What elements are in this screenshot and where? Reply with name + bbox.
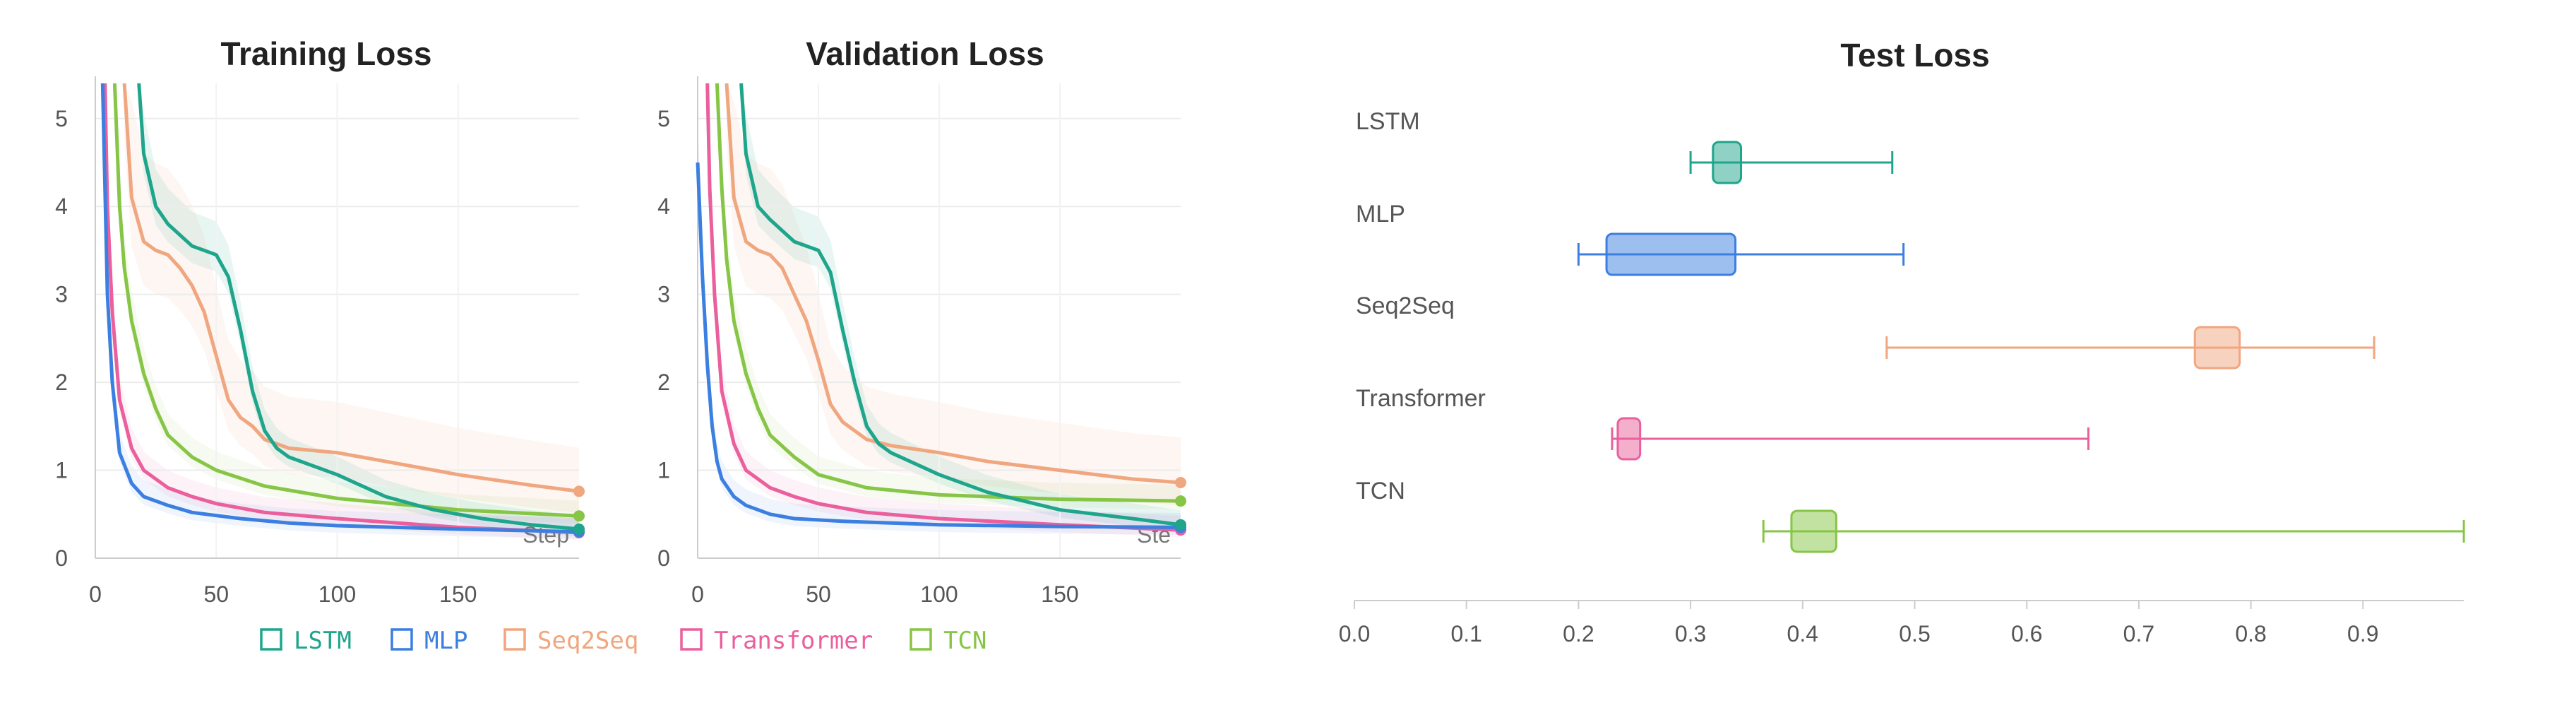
- training-band-mlp: [102, 83, 579, 539]
- test-loss-box-lstm: [1712, 141, 1743, 184]
- legend-swatch-lstm: [260, 628, 282, 651]
- validation-xtick-label: 0: [691, 581, 704, 607]
- training-line-mlp: [100, 83, 580, 534]
- legend-swatch-mlp: [390, 628, 413, 651]
- validation-ytick-label: 0: [657, 545, 670, 571]
- validation-xtick-label: 50: [806, 581, 831, 607]
- validation-ytick-label: 4: [657, 194, 670, 219]
- test-loss-xtick-label: 0.2: [1563, 621, 1594, 646]
- legend: LSTM MLP Seq2Seq Transformer TCN: [260, 627, 986, 655]
- test-loss-xtick-label: 0.1: [1450, 621, 1481, 646]
- training-band-seq2seq: [124, 83, 580, 514]
- test-loss-xtick-label: 0.8: [2235, 621, 2266, 646]
- validation-xtick-label: 100: [920, 581, 958, 607]
- legend-swatch-seq2seq: [503, 628, 526, 651]
- validation-line-transformer: [705, 83, 1181, 532]
- test-loss-xtick-label: 0.7: [2123, 621, 2154, 646]
- validation-band-seq2seq: [727, 83, 1181, 506]
- test-loss-label-mlp: MLP: [1356, 201, 1405, 228]
- training-xtick-label: 0: [89, 581, 102, 607]
- validation-xtick-label: 150: [1041, 581, 1078, 607]
- training-line-transformer: [103, 83, 580, 535]
- validation-line-tcn: [715, 83, 1181, 503]
- test-loss-label-tcn: TCN: [1356, 478, 1405, 504]
- test-loss-box-seq2seq: [2193, 326, 2241, 370]
- legend-label-tcn: TCN: [943, 627, 986, 655]
- test-loss-xtick-label: 0.5: [1899, 621, 1930, 646]
- legend-label-transformer: Transformer: [714, 627, 873, 655]
- legend-swatch-transformer: [680, 628, 703, 651]
- training-ytick-label: 2: [55, 370, 68, 395]
- training-ytick-label: 4: [55, 194, 68, 219]
- training-endpoint-tcn: [573, 510, 585, 522]
- validation-endpoint-lstm: [1175, 519, 1186, 531]
- validation-ytick-label: 1: [657, 458, 670, 483]
- training-xtick-label: 100: [318, 581, 356, 607]
- test-loss-box-mlp: [1605, 232, 1737, 276]
- training-xtick-label: 150: [439, 581, 477, 607]
- test-loss-xtick-label: 0.4: [1787, 621, 1818, 646]
- test-loss-box-transformer: [1616, 417, 1642, 461]
- training-ytick-label: 1: [55, 458, 68, 483]
- test-loss-label-seq2seq: Seq2Seq: [1356, 293, 1455, 319]
- test-loss-xtick-label: 0.3: [1675, 621, 1706, 646]
- test-loss-xtick-label: 0.0: [1339, 621, 1370, 646]
- test-loss-xtick-label: 0.9: [2347, 621, 2378, 646]
- training-ytick-label: 0: [55, 545, 68, 571]
- training-line-seq2seq: [122, 83, 580, 493]
- validation-line-mlp: [696, 162, 1181, 529]
- legend-swatch-tcn: [910, 628, 932, 651]
- validation-endpoint-tcn: [1175, 495, 1186, 507]
- validation-ytick-label: 2: [657, 370, 670, 395]
- training-endpoint-seq2seq: [573, 485, 585, 497]
- training-ytick-label: 3: [55, 282, 68, 307]
- validation-endpoint-seq2seq: [1175, 476, 1186, 488]
- test-loss-boxplot: 0.0 0.1 0.2 0.3 0.4 0.5 0.6 0.7 0.8 0.9 LSTM MLP Seq…: [1339, 108, 2465, 646]
- training-loss-title: Training Loss: [220, 35, 431, 72]
- legend-label-seq2seq: Seq2Seq: [537, 627, 638, 655]
- validation-ytick-label: 5: [657, 106, 670, 131]
- test-loss-xtick-label: 0.6: [2011, 621, 2042, 646]
- training-ytick-label: 5: [55, 106, 68, 131]
- legend-label-mlp: MLP: [424, 627, 467, 655]
- training-endpoint-lstm: [573, 523, 585, 535]
- validation-loss-title: Validation Loss: [806, 35, 1044, 72]
- test-loss-label-transformer: Transformer: [1356, 385, 1486, 412]
- validation-line-lstm: [739, 83, 1181, 527]
- test-loss-title: Test Loss: [1840, 37, 1989, 73]
- legend-label-lstm: LSTM: [294, 627, 352, 655]
- validation-line-seq2seq: [724, 83, 1181, 485]
- test-loss-label-lstm: LSTM: [1356, 108, 1420, 135]
- training-line-tcn: [112, 83, 580, 518]
- validation-ytick-label: 3: [657, 282, 670, 307]
- training-line-lstm: [137, 83, 580, 531]
- training-xtick-label: 50: [203, 581, 229, 607]
- validation-band-mlp: [698, 122, 1181, 535]
- test-loss-box-tcn: [1790, 509, 1837, 553]
